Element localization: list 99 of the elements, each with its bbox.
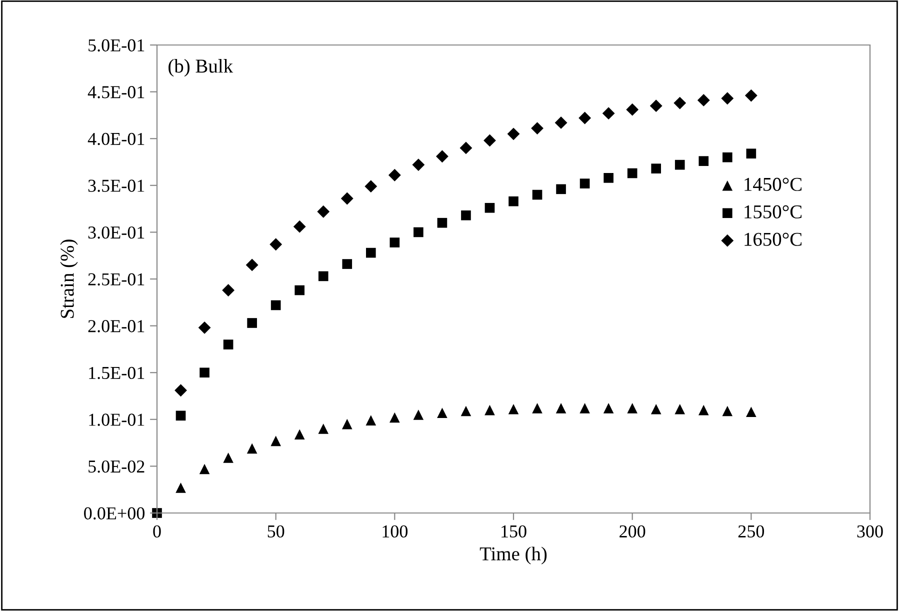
point bbox=[342, 418, 352, 430]
point bbox=[674, 404, 686, 414]
point bbox=[532, 403, 542, 414]
point bbox=[366, 415, 376, 426]
point bbox=[484, 404, 495, 416]
x-tick-label: 200 bbox=[620, 525, 646, 538]
point bbox=[531, 122, 544, 135]
point bbox=[317, 205, 330, 218]
point bbox=[366, 248, 376, 258]
point bbox=[507, 128, 520, 140]
point bbox=[698, 156, 709, 166]
y-tick-label: 4.0E-01 bbox=[88, 132, 144, 146]
point bbox=[744, 89, 758, 102]
point bbox=[388, 168, 401, 182]
y-axis-title: Strain (%) bbox=[60, 240, 78, 318]
point bbox=[293, 220, 306, 233]
point bbox=[508, 404, 519, 414]
point bbox=[556, 184, 566, 194]
y-tick-label: 5.0E-01 bbox=[88, 39, 144, 52]
point bbox=[198, 321, 211, 334]
point bbox=[580, 178, 590, 188]
point bbox=[554, 116, 568, 129]
point bbox=[650, 100, 662, 112]
point bbox=[460, 406, 472, 416]
x-tick-label: 0 bbox=[153, 525, 161, 538]
point bbox=[627, 168, 638, 178]
point bbox=[674, 96, 686, 110]
point bbox=[223, 340, 234, 350]
point bbox=[508, 196, 518, 206]
point bbox=[340, 192, 354, 205]
x-tick-label: 300 bbox=[857, 525, 883, 538]
point bbox=[722, 152, 732, 162]
point bbox=[461, 210, 471, 220]
point bbox=[247, 318, 257, 328]
point bbox=[294, 285, 305, 296]
point bbox=[246, 443, 258, 454]
point bbox=[602, 107, 615, 120]
point bbox=[270, 238, 282, 251]
point bbox=[412, 158, 425, 172]
point bbox=[674, 160, 685, 170]
y-tick-label: 3.5E-01 bbox=[88, 180, 144, 192]
y-tick-label: 2.0E-01 bbox=[88, 320, 144, 332]
y-tick-label: 4.5E-01 bbox=[88, 86, 144, 98]
x-tick-label: 150 bbox=[502, 525, 526, 538]
point bbox=[437, 218, 448, 228]
x-tick-label: 250 bbox=[738, 525, 764, 538]
point bbox=[484, 202, 495, 213]
point bbox=[223, 452, 234, 463]
point bbox=[390, 238, 400, 248]
point bbox=[270, 300, 281, 310]
point bbox=[746, 148, 756, 158]
point bbox=[626, 103, 639, 116]
point bbox=[222, 284, 235, 296]
point bbox=[176, 410, 186, 421]
point bbox=[746, 406, 756, 418]
point bbox=[650, 404, 662, 414]
point bbox=[413, 410, 424, 420]
point bbox=[436, 150, 448, 163]
y-tick-label: 2.5E-01 bbox=[88, 273, 144, 286]
point bbox=[698, 404, 709, 416]
point bbox=[627, 403, 638, 414]
point bbox=[603, 403, 614, 414]
point bbox=[390, 412, 400, 423]
point bbox=[174, 384, 187, 397]
x-tick-label: 50 bbox=[268, 525, 284, 538]
point bbox=[342, 259, 352, 269]
point bbox=[556, 403, 566, 414]
point bbox=[414, 227, 424, 238]
point bbox=[176, 482, 186, 493]
x-tick-label: 100 bbox=[382, 525, 408, 538]
point bbox=[294, 429, 305, 440]
point bbox=[578, 112, 592, 124]
point bbox=[437, 408, 448, 418]
legend-label: 1450°C bbox=[744, 178, 802, 191]
point bbox=[580, 403, 590, 414]
point bbox=[484, 134, 496, 147]
point bbox=[460, 142, 472, 154]
y-tick-label: 1.5E-01 bbox=[89, 366, 144, 380]
point bbox=[364, 180, 378, 193]
point bbox=[604, 173, 614, 183]
x-axis-title: Time (h) bbox=[480, 546, 547, 564]
point bbox=[651, 164, 662, 174]
point bbox=[199, 464, 210, 474]
legend-label: 1550°C bbox=[744, 205, 802, 218]
point bbox=[318, 271, 328, 282]
y-tick-label: 0.0E+00 bbox=[84, 507, 145, 520]
point bbox=[721, 92, 734, 105]
point bbox=[200, 368, 210, 378]
point bbox=[246, 258, 258, 272]
y-tick-label: 1.0E-01 bbox=[89, 414, 144, 426]
point bbox=[722, 406, 733, 416]
annotation: (b) Bulk bbox=[168, 59, 234, 77]
y-tick-label: 3.0E-01 bbox=[88, 226, 144, 239]
point bbox=[270, 436, 281, 446]
point bbox=[697, 94, 710, 106]
y-tick-label: 5.0E-02 bbox=[88, 460, 144, 473]
point bbox=[318, 424, 329, 434]
point bbox=[532, 190, 542, 200]
legend-label: 1650°C bbox=[744, 232, 802, 246]
